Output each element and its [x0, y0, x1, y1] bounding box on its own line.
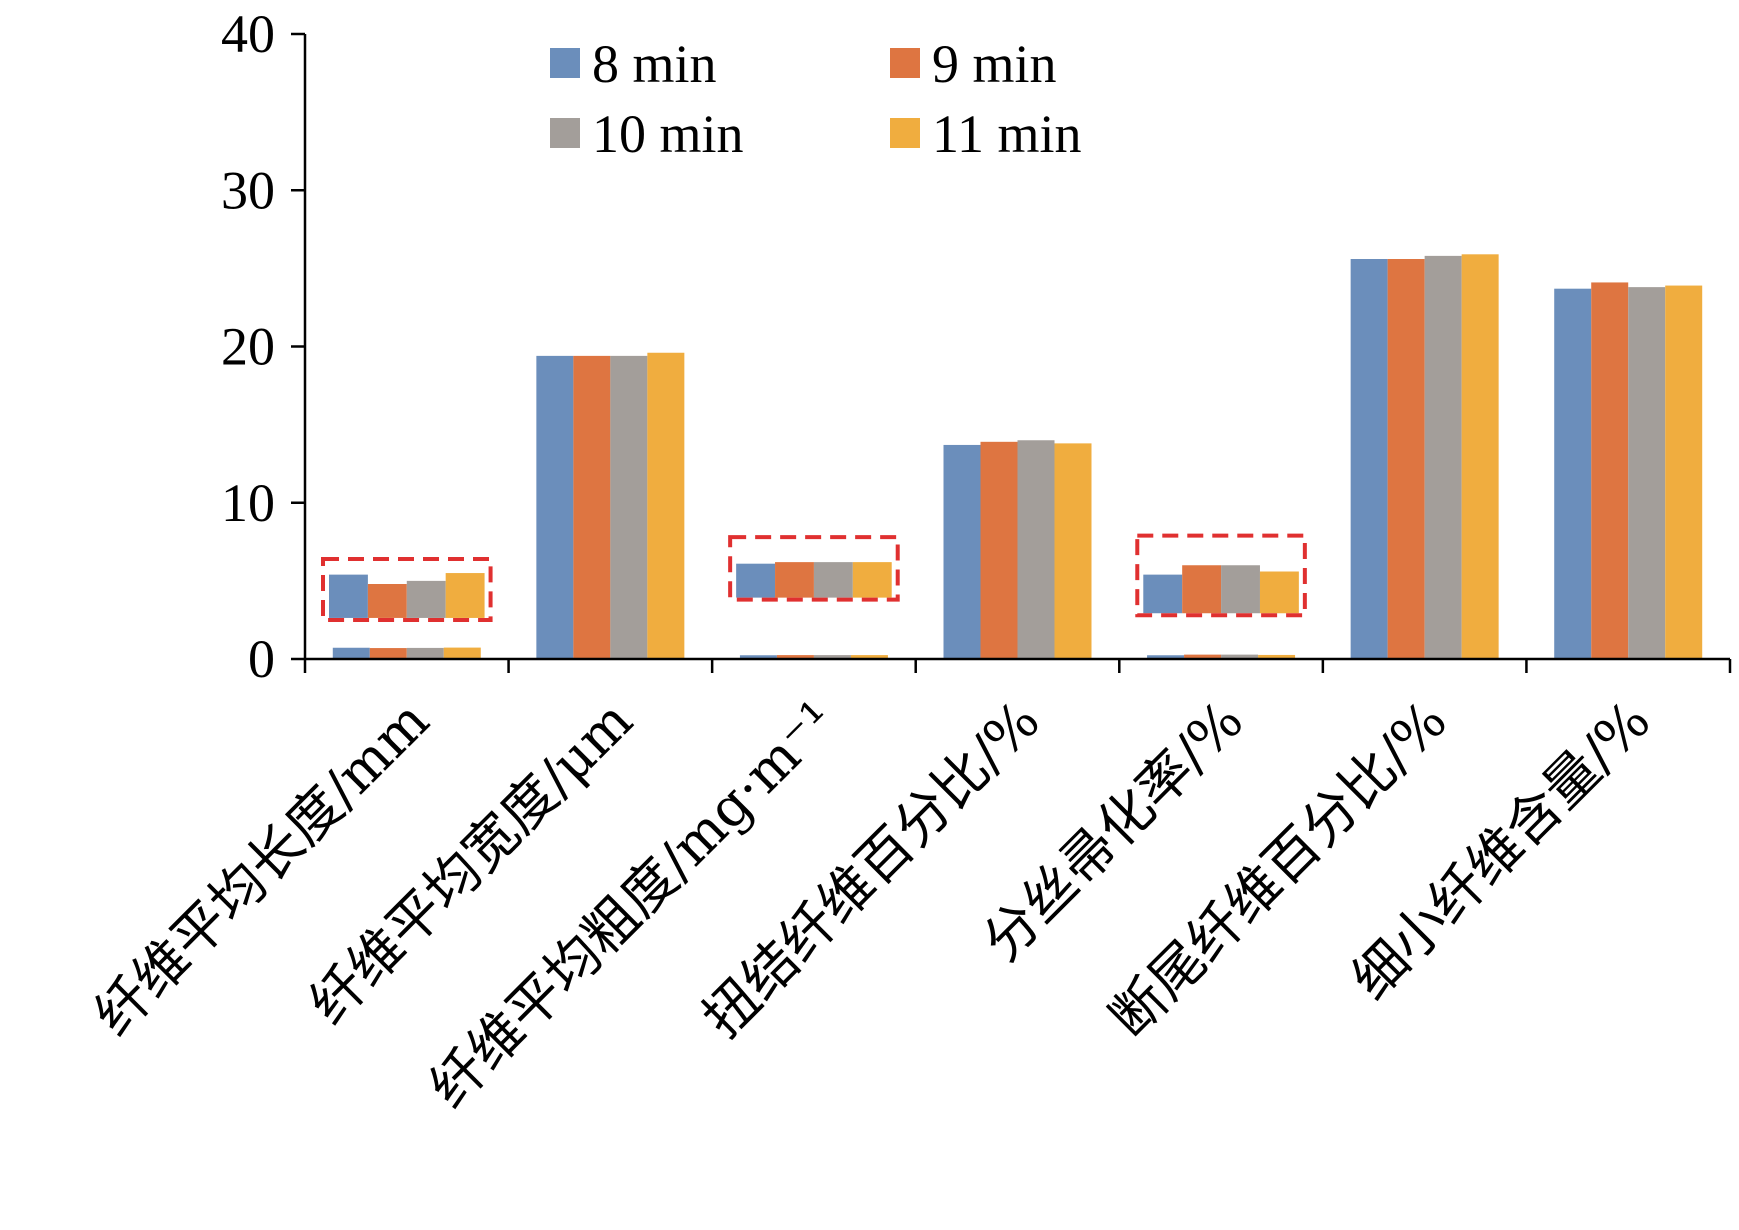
- inset-bar-8min-cat2: [736, 563, 776, 598]
- inset-bar-9min-cat0: [367, 584, 407, 618]
- magnified-inset-group: [321, 533, 1307, 622]
- bar-9min-cat4: [1184, 654, 1222, 659]
- category-label-3: 扭结纤维百分比/%: [691, 689, 1052, 1050]
- legend-swatch-11min: [890, 118, 920, 148]
- legend-swatch-10min: [550, 118, 580, 148]
- y-tick-label-40: 40: [221, 4, 275, 64]
- category-labels: 纤维平均长度/mm纤维平均宽度/μm纤维平均粗度/mg·m⁻¹扭结纤维百分比/%…: [82, 689, 1662, 1120]
- legend-swatch-8min: [550, 48, 580, 78]
- legend-label-8min: 8 min: [592, 34, 717, 94]
- bar-10min-cat0: [406, 647, 444, 659]
- y-tick-label-0: 0: [248, 629, 275, 689]
- highlight-box-cat4: [1135, 533, 1307, 618]
- bar-9min-cat6: [1591, 282, 1629, 659]
- bar-11min-cat3: [1054, 443, 1092, 659]
- bar-8min-cat3: [943, 444, 981, 659]
- bar-9min-cat0: [369, 648, 407, 659]
- bar-8min-cat2: [739, 655, 777, 659]
- inset-bar-11min-cat4: [1259, 571, 1299, 614]
- bar-11min-cat0: [443, 647, 481, 659]
- bar-10min-cat3: [1017, 440, 1055, 659]
- bar-9min-cat2: [776, 655, 814, 659]
- inset-bar-9min-cat2: [775, 562, 814, 598]
- bar-11min-cat2: [850, 655, 888, 659]
- inset-bar-11min-cat2: [852, 562, 892, 598]
- legend: 8 min 9 min 10 min 11 min: [550, 34, 1082, 164]
- bar-11min-cat5: [1461, 254, 1499, 659]
- bar-8min-cat4: [1147, 655, 1185, 659]
- bar-9min-cat5: [1387, 259, 1425, 659]
- bar-group: [332, 254, 1703, 659]
- category-label-0: 纤维平均长度/mm: [82, 689, 441, 1048]
- highlight-box-cat2: [728, 535, 900, 602]
- legend-label-11min: 11 min: [932, 104, 1082, 164]
- highlight-box-cat0: [321, 557, 493, 622]
- inset-bar-10min-cat2: [813, 562, 853, 598]
- y-tick-label-10: 10: [221, 473, 275, 533]
- bar-9min-cat1: [573, 355, 611, 659]
- bar-8min-cat5: [1350, 259, 1388, 659]
- inset-bar-8min-cat4: [1143, 574, 1183, 614]
- inset-bar-10min-cat4: [1221, 565, 1260, 614]
- bar-8min-cat6: [1554, 288, 1592, 659]
- bar-10min-cat2: [813, 655, 851, 659]
- inset-bar-10min-cat0: [406, 580, 446, 618]
- bar-11min-cat1: [647, 352, 685, 659]
- inset-bar-8min-cat0: [329, 574, 368, 618]
- inset-bar-9min-cat4: [1182, 565, 1222, 614]
- category-label-2: 纤维平均粗度/mg·m⁻¹: [417, 689, 848, 1120]
- legend-label-10min: 10 min: [592, 104, 744, 164]
- bar-10min-cat6: [1628, 287, 1666, 659]
- inset-bar-11min-cat0: [445, 573, 485, 618]
- bar-11min-cat6: [1665, 285, 1703, 659]
- axes: 0 10 20 30 40: [221, 4, 1732, 689]
- legend-swatch-9min: [890, 48, 920, 78]
- bar-10min-cat4: [1221, 654, 1259, 659]
- bar-10min-cat5: [1424, 255, 1462, 659]
- y-tick-label-20: 20: [221, 317, 275, 377]
- legend-label-9min: 9 min: [932, 34, 1057, 94]
- bar-11min-cat4: [1258, 654, 1296, 659]
- y-tick-label-30: 30: [221, 160, 275, 220]
- bar-8min-cat1: [536, 355, 574, 659]
- bar-9min-cat3: [980, 441, 1018, 659]
- bar-8min-cat0: [332, 647, 370, 659]
- category-label-5: 断尾纤维百分比/%: [1098, 689, 1459, 1050]
- bar-10min-cat1: [610, 355, 648, 659]
